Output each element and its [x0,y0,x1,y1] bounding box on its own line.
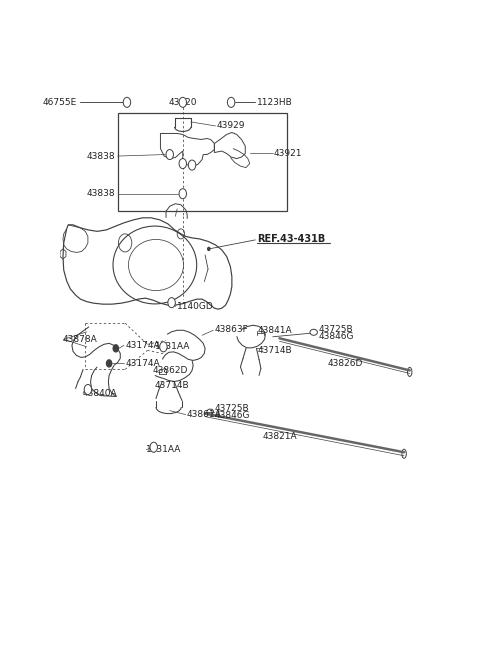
Text: 43846G: 43846G [319,332,354,341]
Text: 43920: 43920 [168,98,197,107]
Text: 43921: 43921 [274,149,302,158]
Text: 43838: 43838 [86,189,115,198]
Text: 43863F: 43863F [215,325,248,334]
Circle shape [179,188,186,199]
Text: 1140GD: 1140GD [177,302,214,311]
Text: 43840A: 43840A [83,389,117,398]
Text: 43174A: 43174A [125,341,160,350]
Text: 43841A: 43841A [257,326,292,335]
Circle shape [160,342,167,352]
Text: 43846G: 43846G [215,411,250,420]
Ellipse shape [402,449,407,458]
Circle shape [107,360,112,367]
Text: 1431AA: 1431AA [145,445,181,454]
Circle shape [168,297,175,308]
Circle shape [166,149,173,160]
Text: REF.43-431B: REF.43-431B [257,234,325,244]
Text: 43826D: 43826D [328,359,363,368]
Bar [118,113,287,211]
Text: 43929: 43929 [216,121,245,130]
Circle shape [208,247,210,250]
Circle shape [84,385,92,394]
Circle shape [188,160,196,170]
Ellipse shape [408,368,412,376]
Text: 43821A: 43821A [263,432,298,441]
Text: 43714B: 43714B [257,346,292,355]
Text: 43174A: 43174A [125,359,160,368]
Text: 43861A: 43861A [186,410,221,419]
Text: 1431AA: 1431AA [155,342,190,351]
Text: 43878A: 43878A [63,334,98,344]
Circle shape [179,158,186,169]
Circle shape [228,97,235,108]
Circle shape [113,345,119,352]
Text: 43725B: 43725B [215,404,249,413]
Text: 46755E: 46755E [43,98,77,107]
Circle shape [150,442,157,452]
Text: 43725B: 43725B [319,325,353,334]
Text: 43838: 43838 [86,151,115,160]
Circle shape [179,97,186,108]
Text: 43714B: 43714B [155,381,190,390]
Circle shape [123,97,131,108]
Text: 1123HB: 1123HB [257,98,293,107]
Text: 43862D: 43862D [152,366,188,375]
